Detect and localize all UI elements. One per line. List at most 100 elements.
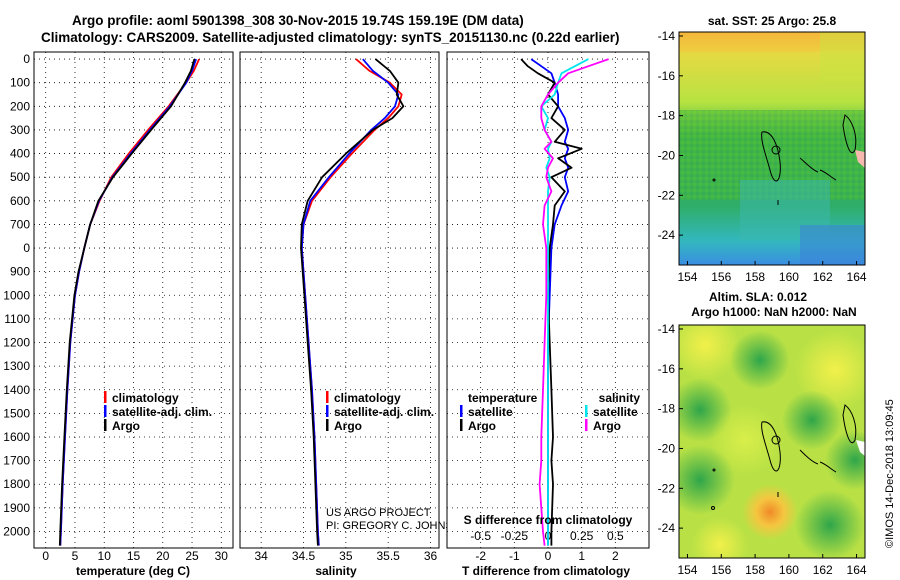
x-tick-label: 30 <box>215 549 229 563</box>
y-tick-label: 200 <box>10 99 30 113</box>
difference-series-lines <box>520 58 609 546</box>
salinity-series-lines <box>300 58 405 546</box>
y-tick-label: 300 <box>10 123 30 137</box>
sla-map-image <box>679 325 865 558</box>
y-tick-label: 400 <box>10 147 30 161</box>
legend-label-argo: Argo <box>334 419 362 433</box>
y-tick-label: 100 <box>10 76 30 90</box>
legend-title-salinity: salinity <box>599 391 641 405</box>
lon-tick-label: 160 <box>779 563 799 577</box>
lon-tick-label: 158 <box>745 270 765 284</box>
sst-map-frame <box>678 31 866 266</box>
series-line-s-satellite <box>540 58 589 546</box>
figure-title-line1: Argo profile: aoml 5901398_308 30-Nov-20… <box>72 13 524 28</box>
lon-tick-label: 164 <box>847 563 867 577</box>
sla-map-title-line2: Argo h1000: NaN h2000: NaN <box>691 305 856 319</box>
difference-legend-salinity: salinity satellite Argo <box>585 391 640 433</box>
lat-tick-label: -16 <box>658 362 676 376</box>
lon-tick-label: 158 <box>745 563 765 577</box>
sla-lat-tick-labels: -14 -16 -18 -20 -22 -24 <box>658 322 683 535</box>
legend-label-satellite: satellite-adj. clim. <box>112 405 212 419</box>
x-tick-label: -2 <box>475 549 486 563</box>
x-tick-label: 20 <box>156 549 170 563</box>
imos-watermark: ©IMOS 14-Dec-2018 13:09:45 <box>884 399 896 548</box>
y-tick-label: 2000 <box>3 524 30 538</box>
x-tick-label: 35.5 <box>377 549 401 563</box>
credit-line1: US ARGO PROJECT <box>326 507 431 519</box>
salinity-legend: climatology satellite-adj. clim. Argo <box>326 391 434 433</box>
lon-tick-label: 164 <box>847 270 867 284</box>
legend-label-argo: Argo <box>112 419 140 433</box>
credit-line2: PI: GREGORY C. JOHNSON <box>326 520 469 532</box>
legend-swatch-argo <box>104 419 107 431</box>
s-difference-x-tick-labels: -0.5 -0.25 0 0.25 0.5 <box>470 529 624 543</box>
y-tick-label: 1300 <box>3 359 30 373</box>
y-tick-label: 700 <box>10 217 30 231</box>
legend-label-climatology: climatology <box>112 391 179 405</box>
series-line-s-argo <box>538 58 609 546</box>
salinity-plot-frame <box>239 51 440 549</box>
bathymetry-contours <box>711 404 857 510</box>
y-tick-label: 1800 <box>3 477 30 491</box>
lon-tick-label: 156 <box>711 563 731 577</box>
legend-label-climatology: climatology <box>334 391 401 405</box>
y-tick-label: 1600 <box>3 430 30 444</box>
salinity-grid <box>240 52 439 548</box>
legend-swatch-satellite <box>104 405 107 417</box>
lat-tick-label: -22 <box>658 188 676 202</box>
bathymetry-contours <box>712 114 857 205</box>
temperature-x-label: temperature (deg C) <box>76 564 190 578</box>
y-tick-label: 0 <box>23 52 30 66</box>
temperature-grid <box>34 52 233 548</box>
legend-label-s-argo: Argo <box>593 419 621 433</box>
coastline-land <box>856 440 865 456</box>
legend-swatch-s-satellite <box>585 405 588 417</box>
sst-map-title: sat. SST: 25 Argo: 25.8 <box>708 14 837 28</box>
legend-title-temperature: temperature <box>468 391 538 405</box>
x-tick-label: 35 <box>339 549 353 563</box>
legend-swatch-climatology <box>326 391 329 403</box>
difference-profile-panel: -2 -1 0 1 2 -0.5 -0.25 0 0.25 0.5 T difference f… <box>446 51 650 578</box>
y-tick-label: 600 <box>10 194 30 208</box>
lat-tick-label: -20 <box>658 441 676 455</box>
lon-tick-label: 162 <box>813 270 833 284</box>
series-line-argo <box>300 58 405 546</box>
legend-label-satellite: satellite-adj. clim. <box>334 405 434 419</box>
x-tick-label: 10 <box>98 549 112 563</box>
y-tick-label: 1100 <box>4 312 30 326</box>
sla-map-frame <box>678 324 866 559</box>
lon-tick-label: 156 <box>711 270 731 284</box>
lat-tick-label: -24 <box>658 228 676 242</box>
x-tick-label: 34 <box>254 549 268 563</box>
y-tick-label: 1500 <box>3 406 30 420</box>
legend-label-t-argo: Argo <box>468 419 496 433</box>
y-tick-label: 1900 <box>3 501 30 515</box>
y-tick-label: 0 <box>23 241 30 255</box>
legend-swatch-argo <box>326 419 329 431</box>
pressure-tick-labels: 0 100 200 300 400 500 600 700 0 900 1000 1100 1200 13… <box>3 52 30 538</box>
legend-swatch-s-argo <box>585 419 588 431</box>
y-tick-label: 1700 <box>3 454 30 468</box>
lon-tick-label: 162 <box>813 563 833 577</box>
y-tick-label: 1000 <box>3 288 30 302</box>
lon-tick-label: 154 <box>677 563 697 577</box>
lat-tick-label: -18 <box>658 402 676 416</box>
x-tick-label: 0 <box>545 549 552 563</box>
sla-map-panel: Altim. SLA: 0.012 Argo h1000: NaN h2000:… <box>658 290 867 577</box>
x-tick-label: -1 <box>509 549 520 563</box>
y-tick-label: 1200 <box>3 336 30 350</box>
x-tick-label: 15 <box>127 549 141 563</box>
lat-tick-label: -18 <box>658 109 676 123</box>
temperature-profile-panel: 0100200300400500600700090010001100120013… <box>3 51 234 578</box>
sst-map-panel: sat. SST: 25 Argo: 25.8 154 156 158 160 162 1… <box>658 14 867 284</box>
legend-swatch-climatology <box>104 391 107 403</box>
salinity-x-label: salinity <box>315 564 357 578</box>
s-difference-tick-label: 0.5 <box>607 529 624 543</box>
x-tick-label: 5 <box>72 549 79 563</box>
x-tick-label: 25 <box>185 549 199 563</box>
legend-swatch-t-argo <box>460 419 463 431</box>
sla-lon-tick-labels: 154 156 158 160 162 164 <box>677 554 867 577</box>
lon-tick-label: 154 <box>677 270 697 284</box>
y-tick-label: 500 <box>10 170 30 184</box>
